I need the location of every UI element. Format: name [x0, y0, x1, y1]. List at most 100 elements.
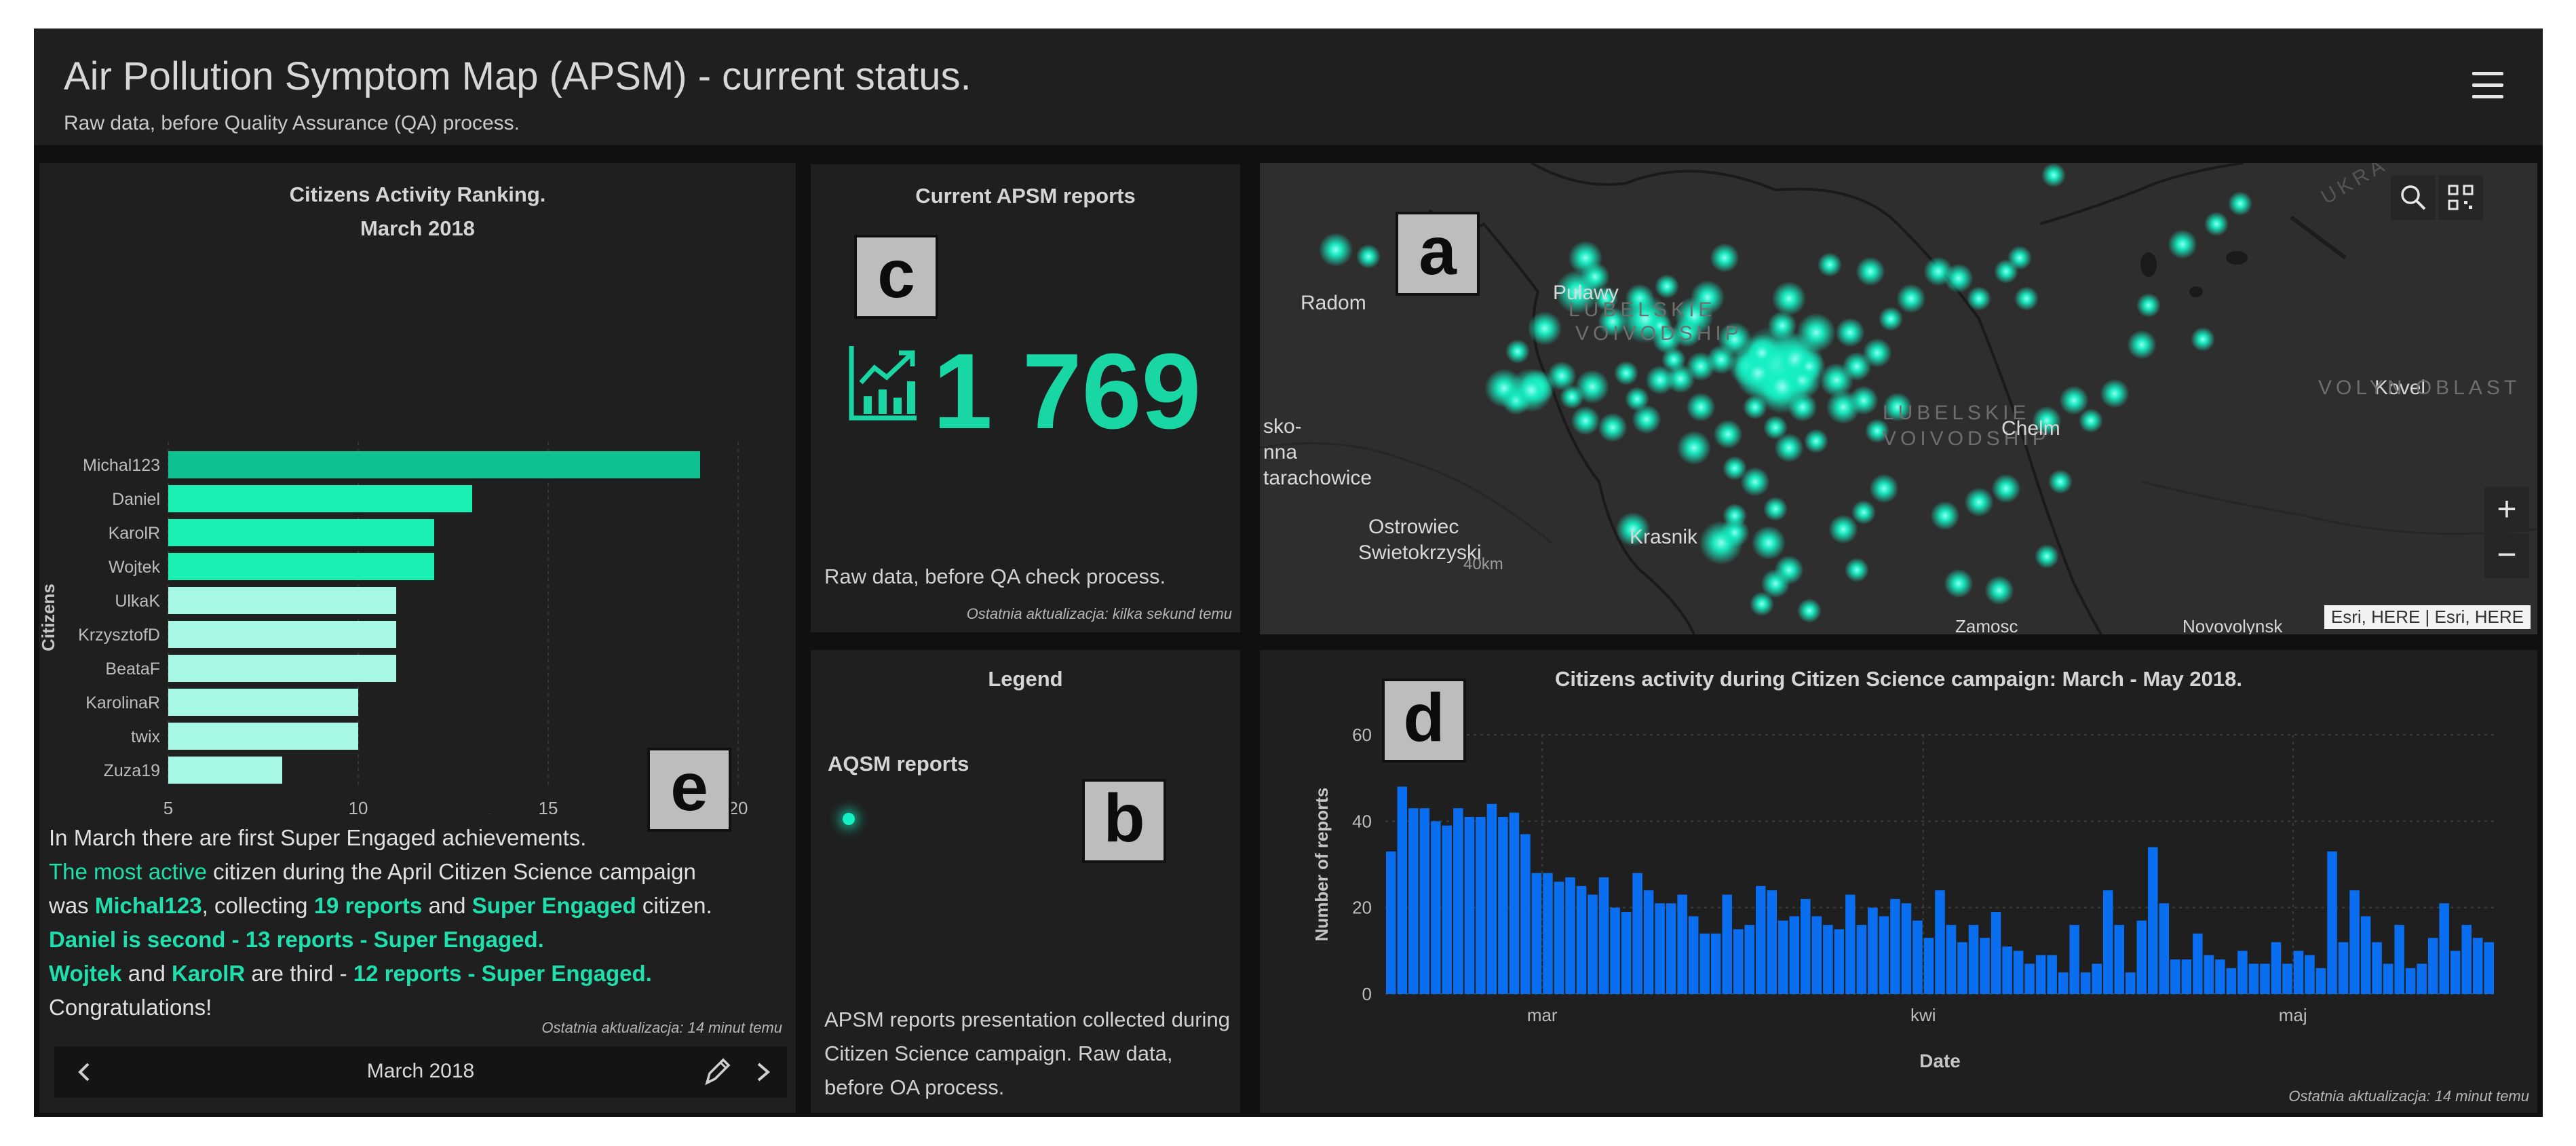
report-point[interactable] [1615, 512, 1651, 547]
activity-bar[interactable] [2002, 946, 2012, 994]
activity-bar[interactable] [1476, 816, 1486, 994]
report-point[interactable] [1761, 569, 1790, 598]
activity-bar[interactable] [2282, 963, 2292, 994]
ranking-bar[interactable] [168, 621, 396, 648]
chevron-right-icon[interactable] [739, 1046, 787, 1098]
report-cluster[interactable] [1743, 334, 1781, 372]
report-point[interactable] [1547, 361, 1577, 391]
report-point[interactable] [1804, 429, 1828, 453]
activity-bar[interactable] [1576, 885, 1587, 994]
activity-bar[interactable] [1442, 825, 1453, 994]
activity-bar[interactable] [1778, 920, 1788, 994]
activity-bar[interactable] [2013, 951, 2024, 994]
activity-bar[interactable] [2181, 959, 2192, 994]
activity-bar[interactable] [1520, 834, 1531, 994]
activity-bar[interactable] [2472, 938, 2483, 994]
activity-bar[interactable] [1980, 938, 1990, 994]
report-point[interactable] [1686, 392, 1716, 422]
activity-bar[interactable] [2405, 968, 2416, 994]
activity-bar[interactable] [1845, 894, 1856, 994]
report-point[interactable] [1797, 598, 1822, 623]
activity-bar[interactable] [1722, 894, 1732, 994]
activity-bar[interactable] [1643, 890, 1654, 994]
activity-bar[interactable] [1767, 890, 1777, 994]
ranking-bar[interactable] [168, 655, 396, 682]
report-point[interactable] [2168, 229, 2197, 259]
hamburger-icon[interactable] [2472, 72, 2503, 99]
report-point[interactable] [2127, 330, 2157, 360]
activity-bar[interactable] [1632, 873, 1642, 994]
activity-bar[interactable] [1509, 812, 1520, 994]
report-point[interactable] [1318, 232, 1353, 267]
activity-bar[interactable] [2349, 890, 2360, 994]
activity-bar[interactable] [1397, 786, 1408, 994]
report-point[interactable] [1849, 385, 1879, 415]
activity-bar[interactable] [2248, 963, 2259, 994]
activity-bar[interactable] [1386, 851, 1396, 994]
ranking-bar[interactable] [168, 451, 700, 478]
report-point[interactable] [2228, 191, 2252, 216]
activity-bar[interactable] [2126, 972, 2136, 994]
report-point[interactable] [1819, 362, 1854, 398]
activity-bar[interactable] [1565, 877, 1575, 994]
report-point[interactable] [1944, 569, 1974, 598]
activity-bar[interactable] [1486, 803, 1497, 994]
activity-bar[interactable] [2237, 951, 2248, 994]
report-point[interactable] [2204, 212, 2229, 236]
activity-bar[interactable] [2148, 847, 2158, 994]
report-point[interactable] [1614, 361, 1638, 385]
activity-bar[interactable] [1789, 916, 1800, 994]
activity-bar[interactable] [1801, 898, 1811, 994]
report-point[interactable] [1944, 263, 1974, 293]
activity-bar[interactable] [2271, 942, 2282, 994]
pencil-icon[interactable] [692, 1046, 739, 1098]
activity-bar[interactable] [2293, 951, 2304, 994]
activity-bar[interactable] [1666, 903, 1676, 994]
report-point[interactable] [1774, 433, 1804, 463]
activity-bar[interactable] [2439, 903, 2449, 994]
report-point[interactable] [1750, 592, 1774, 616]
activity-bar[interactable] [2372, 942, 2382, 994]
report-point[interactable] [2059, 385, 2089, 415]
activity-bar[interactable] [1756, 885, 1766, 994]
activity-bar[interactable] [1688, 916, 1699, 994]
activity-bar[interactable] [2260, 963, 2270, 994]
activity-bar[interactable] [1543, 873, 1553, 994]
activity-bar[interactable] [2047, 955, 2057, 994]
activity-bar[interactable] [1868, 907, 1878, 994]
report-point[interactable] [2014, 286, 2039, 311]
activity-bar[interactable] [1968, 925, 1979, 994]
chevron-left-icon[interactable] [61, 1046, 109, 1098]
report-point[interactable] [1879, 307, 1903, 331]
report-point[interactable] [1967, 286, 1991, 311]
activity-bar[interactable] [2035, 955, 2046, 994]
report-point[interactable] [2032, 406, 2062, 436]
report-point[interactable] [1648, 313, 1672, 338]
activity-bar[interactable] [2226, 968, 2237, 994]
activity-bar[interactable] [2170, 959, 2180, 994]
report-point[interactable] [1672, 318, 1702, 347]
report-point[interactable] [1720, 518, 1750, 548]
report-point[interactable] [1751, 525, 1786, 560]
activity-bar[interactable] [1923, 938, 1934, 994]
activity-bar[interactable] [1946, 925, 1957, 994]
report-point[interactable] [1509, 368, 1554, 413]
report-point[interactable] [1655, 274, 1679, 299]
activity-bar[interactable] [1811, 916, 1822, 994]
activity-bar[interactable] [1588, 894, 1598, 994]
report-point[interactable] [1505, 339, 1530, 364]
report-point[interactable] [2100, 379, 2130, 408]
search-icon[interactable] [2391, 175, 2436, 220]
report-point[interactable] [1835, 318, 1865, 347]
activity-bar[interactable] [2427, 938, 2438, 994]
report-point[interactable] [1862, 338, 1892, 368]
activity-bar[interactable] [1890, 898, 1900, 994]
ranking-bar[interactable] [168, 519, 434, 546]
report-point[interactable] [1883, 392, 1912, 422]
report-point[interactable] [1598, 413, 1628, 442]
report-point[interactable] [1964, 487, 1994, 517]
report-point[interactable] [2136, 293, 2161, 318]
activity-bar[interactable] [2394, 925, 2404, 994]
report-point[interactable] [1575, 369, 1610, 404]
report-point[interactable] [1594, 286, 1618, 311]
